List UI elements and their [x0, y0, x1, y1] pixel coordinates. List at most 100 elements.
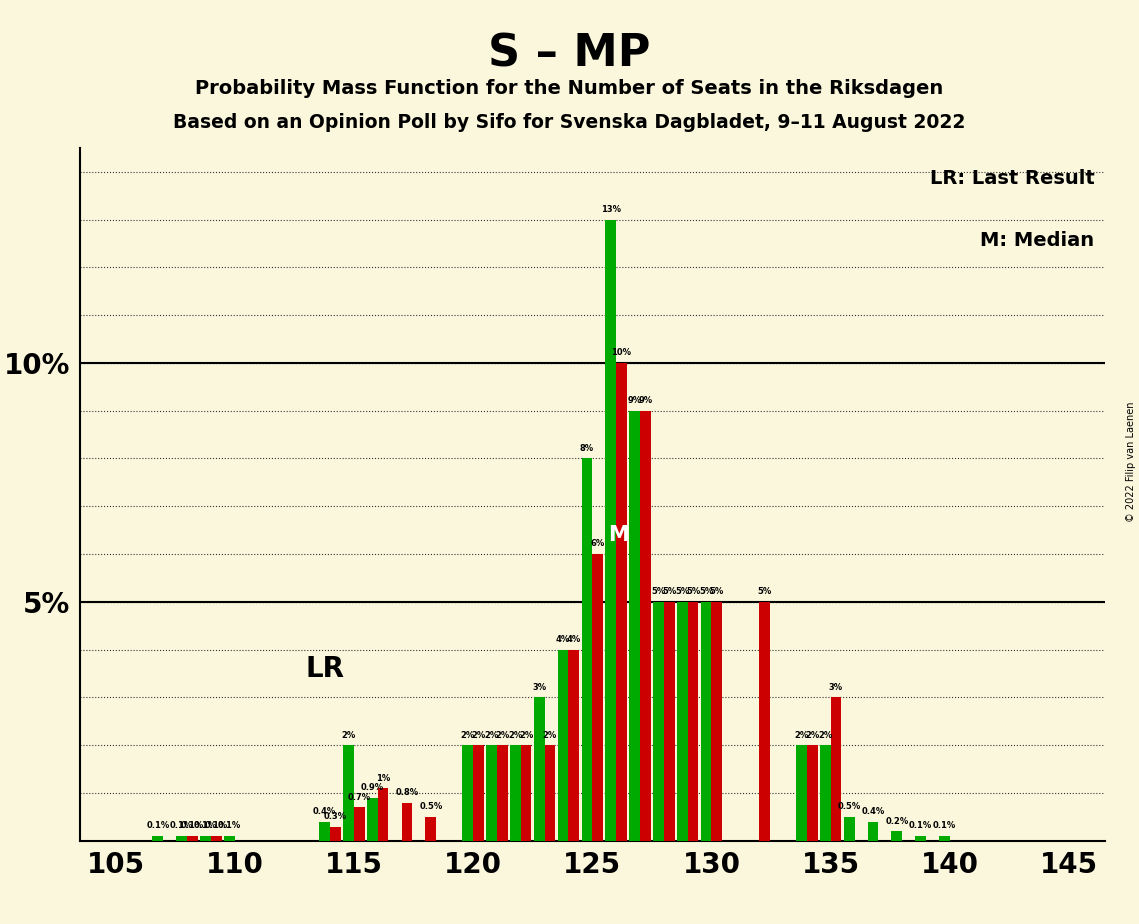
Bar	[688, 602, 698, 841]
Text: 2%: 2%	[818, 731, 833, 739]
Bar	[653, 602, 664, 841]
Bar	[473, 746, 484, 841]
Bar	[510, 746, 521, 841]
Bar	[629, 410, 640, 841]
Bar	[319, 821, 330, 841]
Bar	[582, 458, 592, 841]
Text: M: Median: M: Median	[981, 231, 1095, 250]
Text: © 2022 Filip van Laenen: © 2022 Filip van Laenen	[1126, 402, 1136, 522]
Text: 0.1%: 0.1%	[218, 821, 241, 831]
Bar	[640, 410, 650, 841]
Bar	[497, 746, 508, 841]
Bar	[378, 788, 388, 841]
Bar	[153, 836, 163, 841]
Text: LR: LR	[305, 655, 345, 683]
Text: 3%: 3%	[532, 683, 547, 692]
Text: 5%: 5%	[710, 587, 724, 596]
Bar	[568, 650, 579, 841]
Text: S – MP: S – MP	[489, 32, 650, 76]
Text: 2%: 2%	[543, 731, 557, 739]
Text: 0.8%: 0.8%	[395, 788, 418, 796]
Bar	[534, 698, 544, 841]
Bar	[844, 817, 854, 841]
Bar	[820, 746, 830, 841]
Bar	[868, 821, 878, 841]
Bar	[200, 836, 211, 841]
Text: 9%: 9%	[628, 396, 641, 405]
Text: 0.2%: 0.2%	[885, 817, 909, 825]
Bar	[486, 746, 497, 841]
Bar	[592, 554, 603, 841]
Bar	[677, 602, 688, 841]
Text: 0.1%: 0.1%	[194, 821, 218, 831]
Text: 2%: 2%	[794, 731, 809, 739]
Text: 5%: 5%	[675, 587, 689, 596]
Text: 0.5%: 0.5%	[419, 802, 442, 811]
Text: 2%: 2%	[495, 731, 509, 739]
Bar	[892, 832, 902, 841]
Text: 0.1%: 0.1%	[181, 821, 204, 831]
Text: 0.4%: 0.4%	[313, 807, 336, 816]
Text: 3%: 3%	[829, 683, 843, 692]
Bar	[700, 602, 712, 841]
Text: M: M	[607, 525, 629, 544]
Text: 9%: 9%	[638, 396, 653, 405]
Bar	[402, 803, 412, 841]
Bar	[187, 836, 198, 841]
Bar	[606, 220, 616, 841]
Bar	[664, 602, 674, 841]
Text: 0.7%: 0.7%	[347, 793, 371, 802]
Bar	[521, 746, 532, 841]
Bar	[425, 817, 436, 841]
Bar	[760, 602, 770, 841]
Text: 2%: 2%	[508, 731, 523, 739]
Text: 2%: 2%	[472, 731, 485, 739]
Text: 0.1%: 0.1%	[909, 821, 933, 831]
Text: 0.1%: 0.1%	[205, 821, 228, 831]
Text: 4%: 4%	[556, 635, 571, 644]
Bar	[558, 650, 568, 841]
Text: 0.5%: 0.5%	[837, 802, 861, 811]
Bar	[544, 746, 556, 841]
Bar	[330, 826, 341, 841]
Text: 10%: 10%	[612, 348, 631, 358]
Text: 0.9%: 0.9%	[361, 784, 384, 792]
Text: 8%: 8%	[580, 444, 593, 453]
Text: 2%: 2%	[519, 731, 533, 739]
Text: LR: Last Result: LR: Last Result	[929, 168, 1095, 188]
Text: 2%: 2%	[342, 731, 355, 739]
Text: 0.1%: 0.1%	[146, 821, 170, 831]
Bar	[806, 746, 818, 841]
Bar	[462, 746, 473, 841]
Text: 5%: 5%	[686, 587, 700, 596]
Bar	[177, 836, 187, 841]
Text: 5%: 5%	[757, 587, 771, 596]
Bar	[830, 698, 842, 841]
Text: Based on an Opinion Poll by Sifo for Svenska Dagbladet, 9–11 August 2022: Based on an Opinion Poll by Sifo for Sve…	[173, 113, 966, 132]
Text: Probability Mass Function for the Number of Seats in the Riksdagen: Probability Mass Function for the Number…	[196, 79, 943, 98]
Bar	[354, 808, 364, 841]
Bar	[616, 363, 626, 841]
Bar	[712, 602, 722, 841]
Text: 1%: 1%	[376, 773, 391, 783]
Bar	[940, 836, 950, 841]
Text: 4%: 4%	[567, 635, 581, 644]
Text: 0.1%: 0.1%	[933, 821, 956, 831]
Bar	[211, 836, 222, 841]
Bar	[796, 746, 806, 841]
Bar	[367, 797, 378, 841]
Text: 5%: 5%	[699, 587, 713, 596]
Text: 6%: 6%	[590, 540, 605, 548]
Text: 5%: 5%	[652, 587, 665, 596]
Text: 2%: 2%	[805, 731, 819, 739]
Text: 13%: 13%	[600, 205, 621, 213]
Text: 2%: 2%	[460, 731, 475, 739]
Bar	[916, 836, 926, 841]
Bar	[224, 836, 235, 841]
Text: 2%: 2%	[484, 731, 499, 739]
Text: 0.3%: 0.3%	[323, 812, 347, 821]
Bar	[343, 746, 354, 841]
Text: 5%: 5%	[662, 587, 677, 596]
Text: 0.4%: 0.4%	[861, 807, 885, 816]
Text: 0.1%: 0.1%	[170, 821, 194, 831]
